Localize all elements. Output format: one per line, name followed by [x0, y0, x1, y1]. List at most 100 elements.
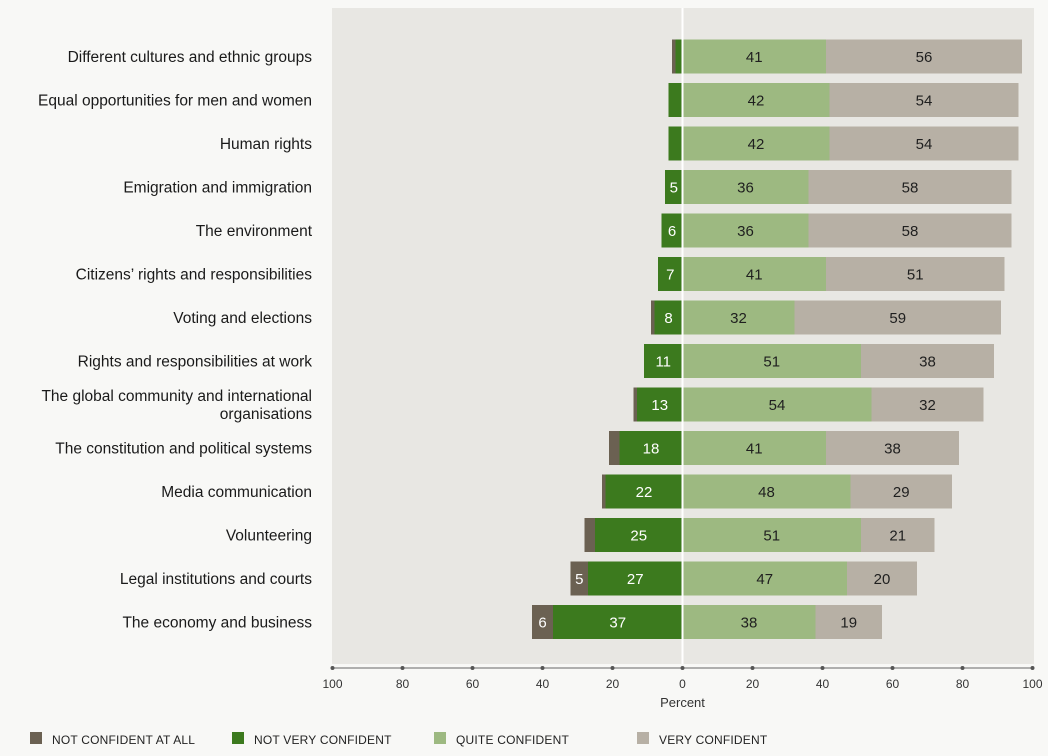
legend-label: NOT CONFIDENT AT ALL: [52, 733, 195, 747]
category-label: The constitution and political systems: [55, 441, 312, 458]
bar-not-very-confident: [658, 257, 683, 291]
bar-quite-confident: [682, 344, 861, 378]
bar-value-label: 51: [907, 267, 924, 284]
bar-very-confident: [815, 605, 882, 639]
category-label: Emigration and immigration: [123, 180, 312, 197]
bar-value-label: 48: [758, 484, 775, 501]
legend-swatch: [434, 732, 446, 744]
bar-very-confident: [826, 431, 959, 465]
bar-not-confident-at-all: [609, 431, 620, 465]
legend-label: NOT VERY CONFIDENT: [254, 733, 392, 747]
bar-value-label: 6: [668, 223, 676, 240]
bar-value-label: 11: [655, 354, 671, 371]
bar-not-confident-at-all: [651, 300, 655, 335]
x-tick-mark: [470, 666, 475, 670]
bar-value-label: 32: [919, 397, 936, 414]
bar-value-label: 6: [538, 615, 546, 632]
bar-not-very-confident: [595, 518, 683, 552]
bar-not-very-confident: [661, 213, 683, 248]
bar-not-very-confident: [668, 83, 683, 117]
bar-value-label: 18: [643, 441, 660, 458]
bar-value-label: 54: [916, 136, 933, 153]
x-tick-label: 0: [679, 677, 686, 691]
bar-not-very-confident: [654, 300, 683, 335]
bar-value-label: 56: [916, 49, 933, 66]
bar-value-label: 8: [664, 310, 672, 327]
bar-quite-confident: [682, 257, 826, 291]
bar-quite-confident: [682, 605, 816, 639]
bar-value-label: 20: [874, 571, 891, 588]
category-label: The environment: [196, 223, 313, 240]
bar-value-label: 59: [889, 310, 906, 327]
bar-not-very-confident: [665, 170, 683, 204]
bar-value-label: 7: [666, 267, 674, 284]
bar-value-label: 21: [889, 528, 906, 545]
bar-value-label: 41: [746, 441, 763, 458]
bar-value-label: 42: [748, 136, 765, 153]
category-label: Human rights: [220, 136, 312, 153]
bar-value-label: 54: [916, 93, 933, 110]
bar-value-label: 32: [730, 310, 747, 327]
x-tick-label: 100: [322, 677, 342, 691]
bar-value-label: 27: [627, 571, 644, 588]
bar-very-confident: [847, 561, 917, 596]
category-label: Media communication: [161, 484, 312, 501]
bar-quite-confident: [682, 387, 872, 422]
category-label: Different cultures and ethnic groups: [68, 49, 313, 66]
bar-value-label: 41: [746, 267, 763, 284]
bar-not-very-confident: [644, 344, 683, 378]
bar-quite-confident: [682, 39, 826, 74]
bar-not-confident-at-all: [570, 561, 588, 596]
bar-value-label: 42: [748, 93, 765, 110]
bar-value-label: 58: [902, 223, 919, 240]
x-tick-mark: [1030, 666, 1035, 670]
category-label: Volunteering: [226, 528, 312, 545]
bar-value-label: 58: [902, 180, 919, 197]
legend-swatch: [637, 732, 649, 744]
bar-quite-confident: [682, 126, 830, 161]
bar-value-label: 38: [919, 354, 936, 371]
bar-very-confident: [829, 126, 1019, 161]
category-label: Rights and responsibilities at work: [78, 354, 313, 371]
x-tick-mark: [820, 666, 825, 670]
x-tick-label: 60: [886, 677, 900, 691]
bar-quite-confident: [682, 431, 826, 465]
bar-value-label: 36: [737, 180, 754, 197]
x-tick-mark: [890, 666, 895, 670]
bar-value-label: 54: [769, 397, 786, 414]
legend-swatch: [30, 732, 42, 744]
bar-value-label: 51: [763, 354, 780, 371]
bar-very-confident: [861, 518, 935, 552]
x-tick-label: 20: [606, 677, 620, 691]
category-label: Legal institutions and courts: [120, 571, 312, 588]
bar-value-label: 13: [651, 397, 668, 414]
bar-value-label: 29: [893, 484, 910, 501]
x-tick-mark: [960, 666, 965, 670]
bar-value-label: 41: [746, 49, 763, 66]
bar-value-label: 5: [670, 180, 678, 197]
bar-quite-confident: [682, 170, 809, 204]
bar-value-label: 38: [741, 615, 758, 632]
bar-very-confident: [826, 257, 1005, 291]
x-tick-mark: [610, 666, 615, 670]
bar-not-very-confident: [675, 39, 683, 74]
bar-very-confident: [871, 387, 984, 422]
bar-quite-confident: [682, 561, 847, 596]
x-tick-mark: [540, 666, 545, 670]
x-tick-label: 80: [956, 677, 970, 691]
bar-very-confident: [861, 344, 994, 378]
x-tick-mark: [750, 666, 755, 670]
bar-not-confident-at-all: [672, 39, 676, 74]
bar-quite-confident: [682, 83, 830, 117]
bar-value-label: 37: [609, 615, 626, 632]
category-label: Citizens’ rights and responsibilities: [76, 267, 313, 284]
bar-not-confident-at-all: [584, 518, 595, 552]
bar-very-confident: [850, 474, 952, 509]
x-tick-mark: [330, 666, 335, 670]
bar-quite-confident: [682, 300, 795, 335]
bar-not-very-confident: [553, 605, 683, 639]
bar-value-label: 19: [840, 615, 857, 632]
legend-swatch: [232, 732, 244, 744]
